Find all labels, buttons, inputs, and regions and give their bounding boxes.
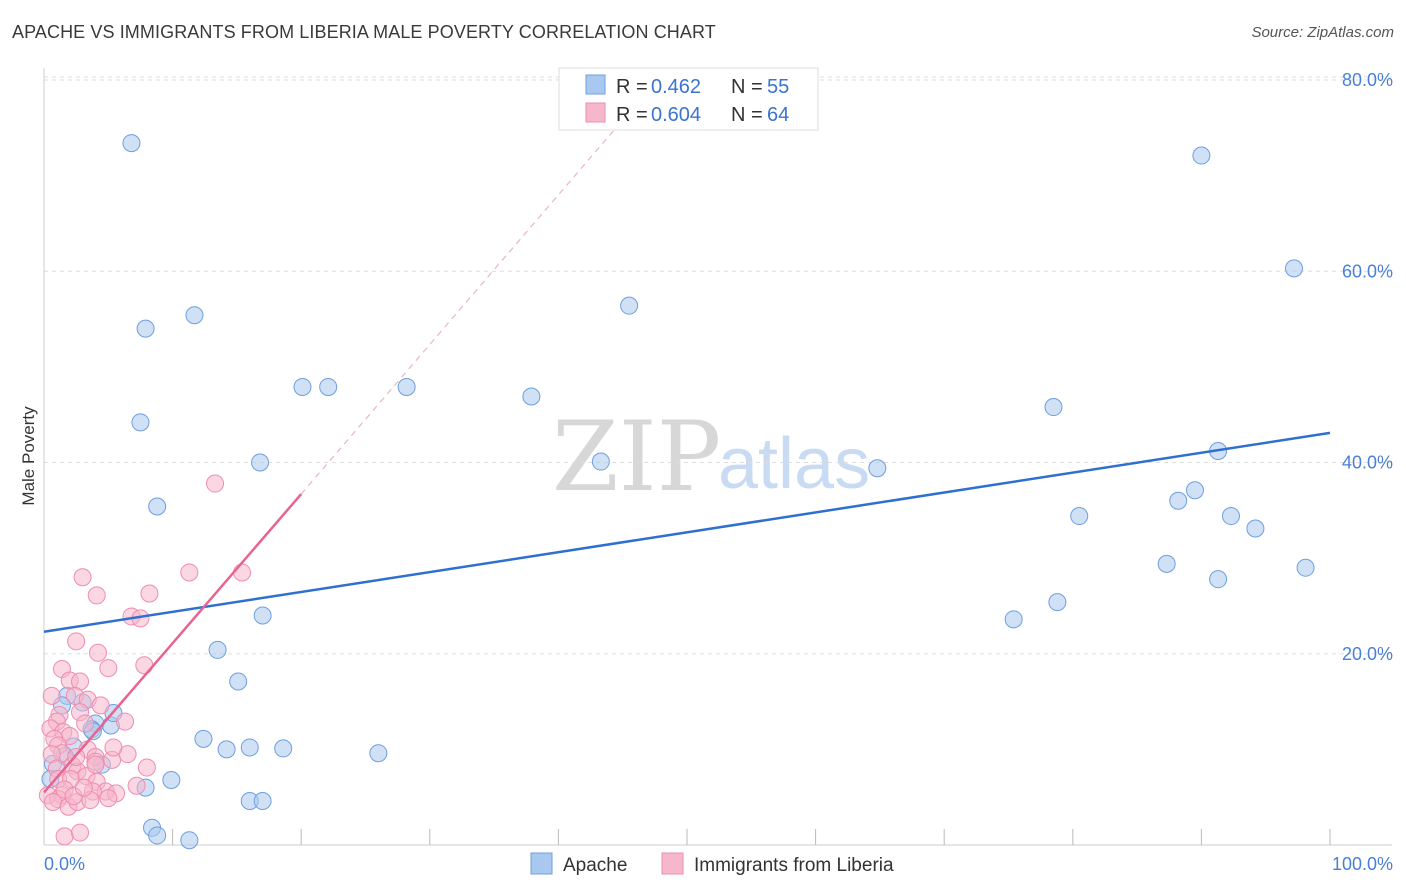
- legend-liberia-r-value: 0.604: [651, 104, 701, 126]
- source-credit: Source: ZipAtlas.com: [1251, 24, 1394, 41]
- liberia-point-63: [74, 778, 93, 797]
- liberia-point-35: [137, 758, 156, 777]
- legend-swatch-liberia: [585, 102, 606, 123]
- apache-point-2: [136, 319, 155, 338]
- apache-point-12: [208, 640, 227, 659]
- apache-point-35: [253, 792, 272, 811]
- apache-point-37: [148, 826, 167, 845]
- apache-point-3: [131, 413, 150, 432]
- legend-liberia-r-label: R =: [616, 104, 648, 126]
- x-ticks: [172, 829, 1331, 845]
- liberia-point-10: [135, 656, 154, 675]
- apache-point-6: [319, 377, 338, 396]
- legend-apache-n-label: N =: [731, 76, 763, 98]
- liberia-point-8: [67, 632, 86, 651]
- legend-apache-n-value: 55: [767, 76, 789, 98]
- liberia-trend-line: [43, 493, 303, 794]
- y-tick-label-80: 80.0%: [1342, 70, 1393, 90]
- apache-point-31: [369, 744, 388, 763]
- liberia-point-9: [89, 643, 108, 662]
- apache-point-42: [1070, 507, 1089, 526]
- apache-point-40: [868, 459, 887, 478]
- apache-point-50: [1157, 554, 1176, 573]
- liberia-point-21: [76, 714, 95, 733]
- apache-point-51: [1296, 558, 1315, 577]
- axes: [43, 68, 1392, 846]
- apache-point-39: [620, 296, 639, 315]
- liberia-point-59: [99, 789, 118, 808]
- apache-point-1: [185, 306, 204, 325]
- apache-point-47: [1169, 491, 1188, 510]
- y-tick-label-40: 40.0%: [1342, 453, 1393, 473]
- liberia-point-15: [42, 686, 61, 705]
- legend-apache-r-value: 0.462: [651, 76, 701, 98]
- liberia-point-60: [55, 827, 74, 846]
- liberia-trend-extension: [300, 74, 662, 495]
- apache-point-46: [1185, 481, 1204, 500]
- watermark-atlas: atlas: [718, 424, 870, 504]
- y-axis-title: Male Poverty: [19, 406, 38, 506]
- x-tick-label-max: 100.0%: [1332, 854, 1393, 874]
- liberia-point-27: [116, 712, 135, 731]
- liberia-point-50: [127, 776, 146, 795]
- liberia-point-2: [73, 568, 92, 587]
- y-tick-label-60: 60.0%: [1342, 261, 1393, 281]
- apache-point-41: [1044, 398, 1063, 417]
- x-tick-label-min: 0.0%: [44, 854, 85, 874]
- apache-point-4: [251, 453, 270, 472]
- liberia-point-4: [87, 586, 106, 605]
- apache-point-28: [217, 740, 236, 759]
- apache-point-52: [1209, 570, 1228, 589]
- liberia-point-14: [99, 659, 118, 678]
- chart-title: APACHE VS IMMIGRANTS FROM LIBERIA MALE P…: [12, 22, 716, 42]
- apache-point-8: [522, 387, 541, 406]
- liberia-point-1: [180, 563, 199, 582]
- legend-liberia-n-value: 64: [767, 104, 789, 126]
- apache-point-53: [1048, 593, 1067, 612]
- bottom-legend-swatch-liberia: [661, 852, 684, 875]
- apache-point-54: [1004, 610, 1023, 629]
- y-tick-labels: 20.0% 40.0% 60.0% 80.0%: [1342, 70, 1393, 664]
- legend-liberia-n-label: N =: [731, 104, 763, 126]
- liberia-point-3: [233, 563, 252, 582]
- apache-point-27: [194, 729, 213, 748]
- bottom-legend-liberia: Immigrants from Liberia: [694, 855, 894, 876]
- apache-point-48: [1221, 507, 1240, 526]
- legend-swatch-apache: [585, 74, 606, 95]
- apache-point-29: [240, 738, 259, 757]
- apache-point-11: [253, 606, 272, 625]
- liberia-point-61: [71, 823, 90, 842]
- bottom-legend: Apache Immigrants from Liberia: [530, 852, 894, 876]
- apache-point-49: [1246, 519, 1265, 538]
- apache-point-5: [293, 377, 312, 396]
- apache-point-43: [1192, 146, 1211, 165]
- apache-point-38: [180, 831, 199, 850]
- apache-point-32: [162, 770, 181, 789]
- bottom-legend-swatch-apache: [530, 852, 553, 875]
- apache-point-44: [1284, 259, 1303, 278]
- apache-point-0: [122, 134, 141, 153]
- y-tick-label-20: 20.0%: [1342, 644, 1393, 664]
- apache-point-9: [591, 452, 610, 471]
- legend-apache-r-label: R =: [616, 76, 648, 98]
- apache-point-30: [274, 739, 293, 758]
- liberia-point-0: [206, 474, 225, 493]
- liberia-point-5: [140, 584, 159, 603]
- liberia-point-18: [91, 696, 110, 715]
- apache-point-7: [397, 377, 416, 396]
- apache-point-13: [229, 672, 248, 691]
- apache-point-10: [148, 497, 167, 516]
- liberia-point-47: [86, 755, 105, 774]
- series-liberia-points: [38, 474, 252, 846]
- liberia-point-53: [104, 738, 123, 757]
- watermark-zip: ZIP: [552, 401, 721, 513]
- top-legend: R = 0.462 N = 55 R = 0.604 N = 64: [558, 67, 819, 131]
- trend-lines: [43, 74, 1331, 794]
- apache-trend-line: [43, 431, 1331, 633]
- bottom-legend-apache: Apache: [563, 855, 627, 876]
